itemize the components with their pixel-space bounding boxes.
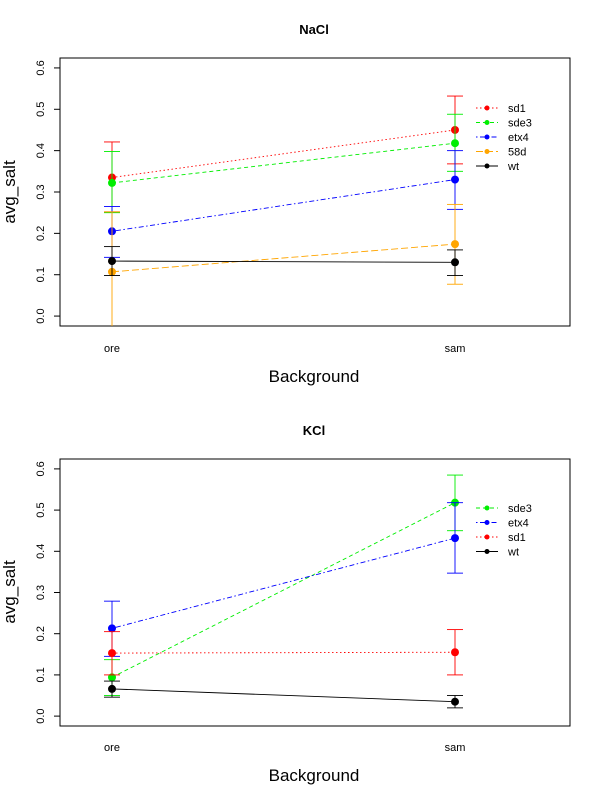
- series-line: [111, 260, 456, 263]
- data-point: [108, 673, 116, 682]
- legend: sde3 etx4 sd1 wt: [476, 503, 532, 559]
- y-tick-label: 0.0: [35, 308, 47, 323]
- x-tick-label: sam: [445, 742, 466, 754]
- legend-marker: [484, 163, 490, 169]
- plot-area: [59, 458, 571, 727]
- y-axis-title: avg_salt: [0, 160, 19, 224]
- data-point: [451, 139, 459, 148]
- legend-marker: [484, 520, 490, 525]
- legend-marker: [484, 105, 490, 111]
- series-etx4: [104, 150, 463, 258]
- series-wt: [104, 680, 463, 709]
- series-line: [111, 688, 456, 703]
- plot-area: [59, 57, 571, 327]
- y-tick-label: 0.6: [35, 60, 47, 75]
- y-tick-label: 0.4: [35, 544, 47, 559]
- series-etx4: [104, 502, 463, 657]
- data-point: [108, 257, 116, 266]
- series-sd1: [104, 95, 463, 213]
- legend-label: etx4: [508, 132, 529, 144]
- legend-label: sd1: [508, 532, 526, 544]
- series-sde3: [104, 113, 463, 214]
- data-point: [451, 240, 459, 249]
- legend-marker: [484, 549, 490, 554]
- y-tick-label: 0.3: [35, 184, 47, 199]
- series-line: [111, 537, 456, 629]
- data-point: [108, 624, 116, 633]
- legend-marker: [484, 505, 490, 511]
- y-tick-label: 0.3: [35, 585, 47, 600]
- y-axis-title: avg_salt: [0, 560, 19, 624]
- legend-marker: [484, 534, 490, 540]
- legend-marker: [484, 134, 490, 140]
- series-line: [111, 142, 456, 184]
- panel-kcl: KCl Background avg_salt 0.0 0.1 0.2 0.3 0.4 0…: [0, 423, 571, 785]
- data-point: [108, 649, 116, 658]
- x-axis-title: Background: [269, 367, 360, 386]
- y-tick-label: 0.5: [35, 502, 47, 517]
- legend-label: etx4: [508, 518, 529, 530]
- legend-label: wt: [507, 547, 519, 559]
- y-tick-label: 0.6: [35, 461, 47, 476]
- series-line: [111, 179, 456, 232]
- data-point: [451, 697, 459, 706]
- legend-label: sd1: [508, 103, 526, 115]
- series-line: [111, 243, 456, 273]
- data-point: [451, 648, 459, 657]
- y-tick-label: 0.1: [35, 267, 47, 282]
- series-wt: [104, 246, 463, 276]
- data-point: [108, 684, 116, 693]
- x-tick-label: ore: [104, 742, 120, 754]
- legend-label: sde3: [508, 118, 532, 130]
- legend-marker: [484, 120, 490, 125]
- legend-label: sde3: [508, 503, 532, 515]
- series-sde3: [104, 474, 463, 696]
- series-line: [111, 651, 456, 654]
- chart-title: NaCl: [299, 22, 329, 37]
- legend-marker: [484, 149, 490, 154]
- y-tick-label: 0.1: [35, 667, 47, 682]
- y-tick-label: 0.5: [35, 102, 47, 117]
- x-axis-title: Background: [269, 766, 360, 785]
- y-tick-label: 0.4: [35, 143, 47, 158]
- legend-label: 58d: [508, 147, 526, 159]
- data-point: [108, 178, 116, 187]
- series-58d: [104, 203, 463, 326]
- y-tick-label: 0.2: [35, 226, 47, 241]
- data-point: [451, 258, 459, 267]
- data-point: [451, 175, 459, 184]
- x-tick-label: sam: [445, 343, 466, 355]
- data-point: [451, 534, 459, 543]
- y-tick-label: 0.0: [35, 708, 47, 723]
- series-line: [111, 502, 456, 678]
- x-tick-label: ore: [104, 343, 120, 355]
- y-tick-label: 0.2: [35, 626, 47, 641]
- legend: sd1 sde3 etx4 58d wt: [476, 103, 532, 173]
- legend-label: wt: [507, 161, 519, 173]
- series-line: [111, 129, 456, 178]
- chart-title: KCl: [303, 423, 325, 438]
- panel-nacl: NaCl Background avg_salt 0.0 0.1 0.2 0.3 0.4…: [0, 22, 571, 386]
- series-sd1: [104, 629, 463, 676]
